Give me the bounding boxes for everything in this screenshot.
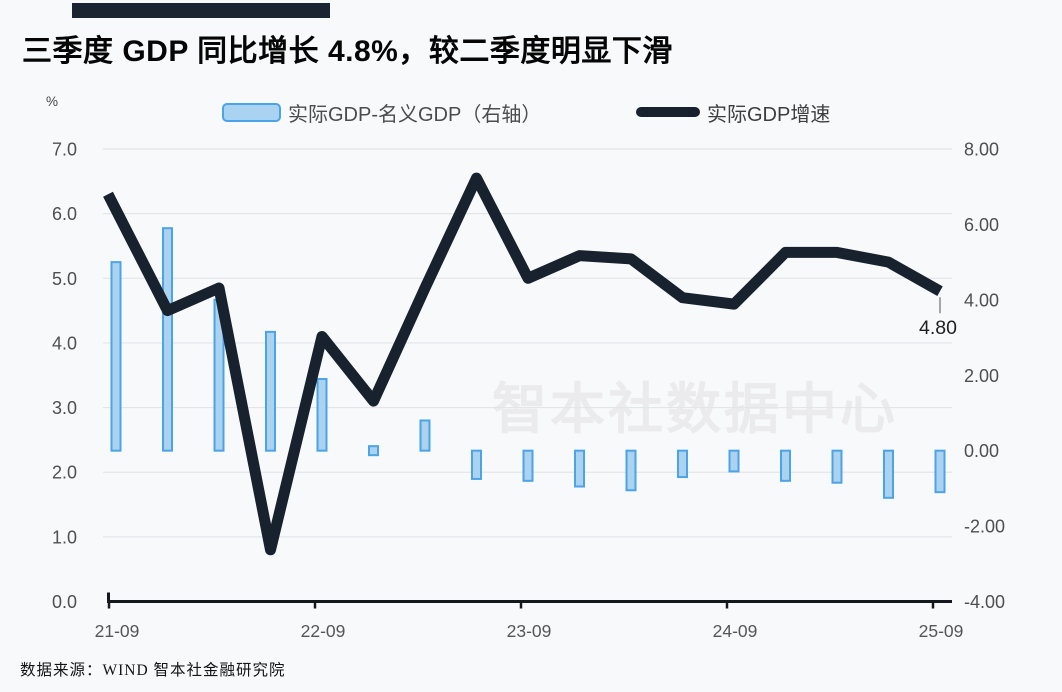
left-axis-tick-label: 7.0 [52,140,77,160]
bar [110,261,122,452]
accent-bar [72,3,330,18]
left-axis-tick-label: 5.0 [52,269,77,289]
gdp-growth-line [103,172,943,556]
bar-series [110,227,946,499]
right-axis-tick-label: 0.00 [964,441,999,461]
right-axis-tick-label: 8.00 [964,140,999,160]
bar [316,378,328,452]
watermark: 智本社数据中心 [492,378,899,440]
bar [471,449,482,480]
right-axis-tick-label: -4.00 [964,592,1005,612]
bar [883,449,894,499]
bar [677,449,688,479]
bar-series-label: 实际GDP-名义GDP（右轴） [288,103,542,126]
line-series-swatch [636,107,700,117]
x-axis-tick-label: 22-09 [301,621,346,641]
legend-item-bar-series: 实际GDP-名义GDP（右轴） [222,99,542,126]
right-axis-tick-label: 4.00 [964,290,999,310]
right-axis-tick-label: 2.00 [964,366,999,386]
bar [368,445,379,457]
bar [522,449,534,482]
bar [162,227,173,452]
x-axis-tick-label: 24-09 [713,621,758,641]
bar [574,449,585,488]
data-source-note: 数据来源：WIND 智本社金融研究院 [20,662,286,679]
bar [625,449,637,492]
bar-series-swatch [222,102,281,122]
legend-item-line-series: 实际GDP增速 [636,99,831,126]
left-axis-tick-label: 6.0 [52,204,77,224]
bar [780,449,791,482]
left-axis-tick-label: 4.0 [52,333,77,353]
left-axis-tick-label: 2.0 [52,463,77,483]
x-axis-tick-label: 25-09 [919,621,964,641]
bar [265,330,276,452]
end-value-label: 4.80 [919,317,957,339]
line-series-label: 实际GDP增速 [707,103,831,126]
x-axis: 21-09 22-09 23-09 24-09 25-09 [95,592,964,641]
right-axis-tick-label: -2.00 [964,517,1005,537]
left-axis-tick-label: 0.0 [52,592,77,612]
x-axis-tick-label: 21-09 [95,621,140,641]
bar [419,419,431,452]
bar [831,449,843,484]
page-title: 三季度 GDP 同比增长 4.8%，较二季度明显下滑 [22,35,673,68]
bar [728,449,740,473]
bar [934,449,946,494]
x-axis-tick-label: 23-09 [507,621,552,641]
right-axis-tick-label: 6.00 [964,215,999,235]
right-axis-labels: 8.00 6.00 4.00 2.00 0.00 -2.00 -4.00 [964,140,1005,613]
left-axis-tick-label: 3.0 [52,398,77,418]
left-axis-unit-label: % [46,94,59,109]
left-axis-tick-label: 1.0 [52,527,77,547]
left-axis-labels: 7.0 6.0 5.0 4.0 3.0 2.0 1.0 0.0 [52,140,77,613]
